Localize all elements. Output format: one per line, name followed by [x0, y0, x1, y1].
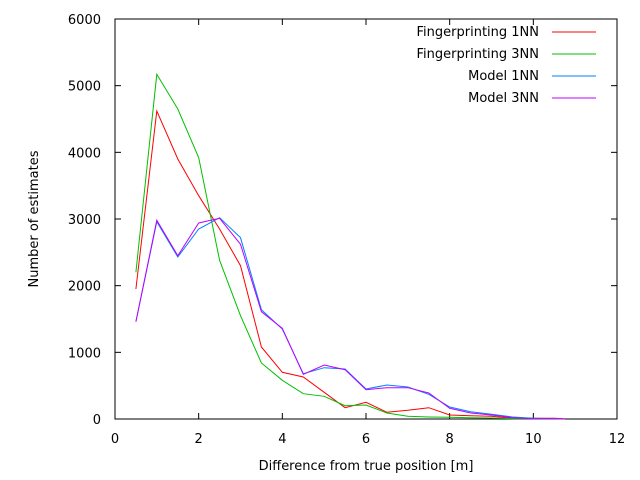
legend-label: Model 1NN	[468, 69, 539, 84]
y-tick-label: 6000	[68, 13, 101, 28]
axis-ticks: 0 2 4 6 8 10 12 0 1000 2000 3000 4000 5000 6000	[68, 13, 625, 447]
legend-label: Fingerprinting 3NN	[417, 47, 539, 62]
y-tick-label: 1000	[68, 346, 101, 361]
x-tick-label: 12	[609, 432, 626, 447]
x-tick-label: 2	[195, 432, 203, 447]
x-tick-label: 8	[446, 432, 454, 447]
plot-area-frame	[114, 18, 618, 420]
y-tick-label: 4000	[68, 146, 101, 161]
x-tick-label: 10	[525, 432, 542, 447]
series-line-3	[135, 217, 565, 420]
series-line-2	[135, 217, 565, 420]
y-axis-label: Number of estimates	[27, 150, 42, 287]
series-line-1	[135, 72, 565, 420]
x-tick-label: 4	[278, 432, 286, 447]
x-tick-label: 6	[362, 432, 370, 447]
y-tick-label: 2000	[68, 280, 101, 295]
y-tick-label: 0	[93, 413, 101, 428]
x-axis-label: Difference from true position [m]	[259, 459, 474, 474]
legend: Fingerprinting 1NN Fingerprinting 3NN Mode…	[417, 25, 596, 106]
y-tick-label: 5000	[68, 80, 101, 95]
x-tick-label: 0	[111, 432, 119, 447]
legend-label: Model 3NN	[468, 91, 539, 106]
series-lines	[135, 72, 565, 420]
legend-label: Fingerprinting 1NN	[417, 25, 539, 40]
y-tick-label: 3000	[68, 213, 101, 228]
series-line-0	[135, 109, 565, 420]
